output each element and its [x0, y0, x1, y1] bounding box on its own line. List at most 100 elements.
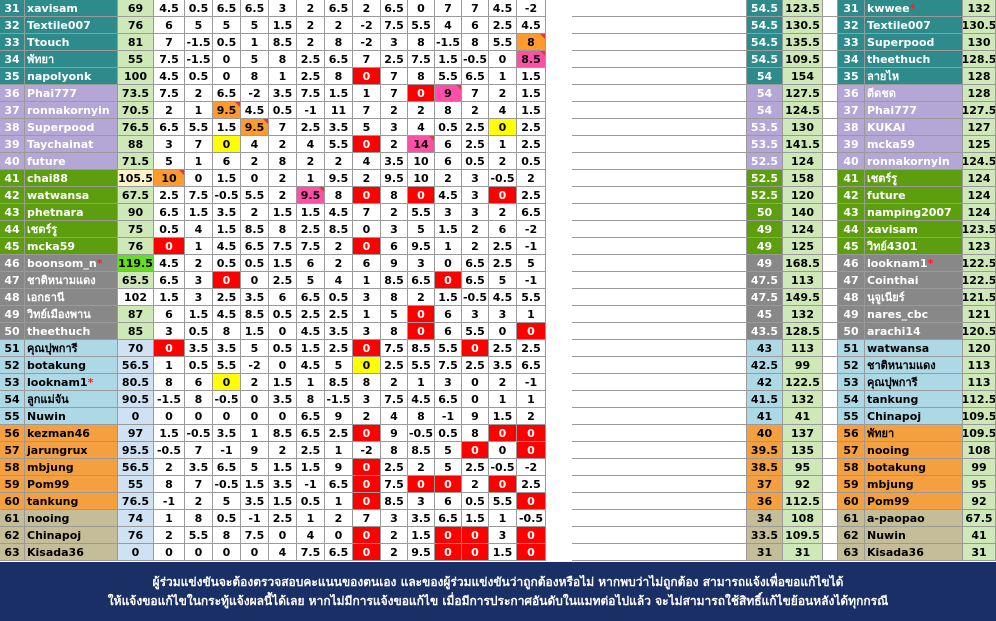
match-score-text: 2.5: [300, 69, 321, 83]
match-score-text: 4.5: [521, 18, 541, 32]
right-rank-cell: 44: [838, 221, 865, 238]
points-average-text: 127.5: [785, 86, 820, 100]
match-score: 7.5: [185, 187, 213, 204]
match-score-text: 1: [334, 443, 343, 457]
points-average: 141.5: [783, 136, 823, 153]
match-score: 0: [462, 340, 489, 357]
match-score-text: -0.5: [186, 426, 211, 440]
match-score: 8.5: [381, 272, 408, 289]
points-total-text: 33.5: [750, 528, 779, 542]
total-score: 90.5: [118, 391, 154, 408]
player-name: chai88: [25, 170, 118, 187]
match-score: 0: [213, 136, 241, 153]
player-name-text: mbjung: [27, 460, 74, 474]
match-score: 8: [381, 442, 408, 459]
points-average-text: 124: [791, 222, 814, 236]
match-score-text: 0: [165, 239, 173, 253]
match-score: 8: [381, 289, 408, 306]
points-total-text: 54.5: [750, 18, 779, 32]
right-player-name-text: KUKAI: [867, 120, 906, 134]
match-score: 1: [269, 68, 297, 85]
match-score-text: 6.5: [216, 86, 237, 100]
right-value: 108: [963, 442, 996, 459]
match-score: 5.5: [435, 340, 462, 357]
match-score-text: 5: [250, 18, 259, 32]
match-score-text: 8: [278, 222, 287, 236]
match-score: 5: [381, 306, 408, 323]
points-average: 140: [783, 204, 823, 221]
match-score-text: 1.5: [272, 375, 293, 389]
match-score: 5: [241, 340, 269, 357]
match-score-text: 5: [334, 358, 343, 372]
total-score-text: 76: [127, 239, 144, 253]
match-score-text: -2: [360, 35, 373, 49]
right-player-name: Cointhai: [865, 272, 963, 289]
blank-column: [572, 34, 747, 51]
match-score: 2.5: [462, 136, 489, 153]
match-score-text: 6: [165, 307, 173, 321]
match-score: -1: [517, 238, 546, 255]
right-player-name-text: Kisada36: [867, 545, 924, 559]
right-value: 109.5: [963, 408, 996, 425]
match-score: 3: [435, 204, 462, 221]
match-score: 1.5: [489, 408, 517, 425]
right-rank-cell-text: 54: [843, 392, 859, 406]
right-player-name: Phai777: [865, 102, 963, 119]
rank-cell: 39: [0, 136, 25, 153]
match-score: 4.5: [154, 68, 185, 85]
right-player-name: Chinapoj: [865, 408, 963, 425]
player-name: Pom99: [25, 476, 118, 493]
right-rank-cell-text: 43: [843, 205, 859, 219]
match-score-text: 0: [222, 409, 231, 423]
total-score: 67.5: [118, 187, 154, 204]
match-score-text: 7.5: [300, 545, 321, 559]
right-rank-cell-text: 47: [843, 273, 859, 287]
match-score-text: 0.5: [465, 494, 485, 508]
right-value: 112.5: [963, 391, 996, 408]
match-score-text: 6.5: [438, 392, 458, 406]
points-total: 43.5: [747, 323, 783, 340]
match-score-text: 1: [278, 69, 287, 83]
match-score: 1.5: [154, 425, 185, 442]
match-score: 2: [381, 544, 408, 561]
rank-cell-text: 50: [4, 324, 20, 338]
match-score-text: 8: [417, 69, 425, 83]
match-score: 6: [185, 374, 213, 391]
match-score: 5.5: [185, 527, 213, 544]
gap-column: [823, 238, 838, 255]
match-score-text: 5: [306, 273, 315, 287]
match-score: 7: [154, 34, 185, 51]
match-score: 2.5: [381, 357, 408, 374]
match-score-text: 6.5: [384, 1, 404, 15]
total-score-text: 90.5: [121, 392, 150, 406]
right-value: 124.5: [963, 153, 996, 170]
right-rank-cell: 50: [838, 323, 865, 340]
right-value: 120.5: [963, 323, 996, 340]
match-score-text: 8.5: [244, 307, 265, 321]
match-score: 2: [241, 153, 269, 170]
match-score-text: -1: [162, 494, 176, 508]
match-score-text: 1.5: [272, 494, 293, 508]
match-score-text: 0: [165, 409, 173, 423]
match-score-text: 9: [250, 443, 259, 457]
right-player-name-text: ronnakornyin: [867, 154, 950, 168]
right-player-name-text: คุณปุพการี: [867, 376, 918, 389]
match-score-text: 5.5: [438, 341, 458, 355]
right-rank-cell: 35: [838, 68, 865, 85]
match-score: 1.5: [241, 476, 269, 493]
match-score-text: 1.5: [188, 307, 209, 321]
match-score: 3.5: [408, 510, 435, 527]
match-score-text: -2: [248, 358, 261, 372]
match-score-text: 3.5: [244, 494, 265, 508]
match-score: 1.5: [269, 374, 297, 391]
match-score-text: 3: [362, 290, 371, 304]
match-score: 4: [297, 527, 325, 544]
match-score: 9: [435, 85, 462, 102]
star-marker: *: [87, 375, 94, 389]
match-score: 6: [435, 306, 462, 323]
match-score: 7: [462, 85, 489, 102]
match-score: 3.5: [241, 289, 269, 306]
points-average-text: 130: [791, 120, 814, 134]
right-player-name: เชตร์รู: [865, 170, 963, 187]
player-name-text: ชาติหนามแดง: [27, 274, 96, 287]
